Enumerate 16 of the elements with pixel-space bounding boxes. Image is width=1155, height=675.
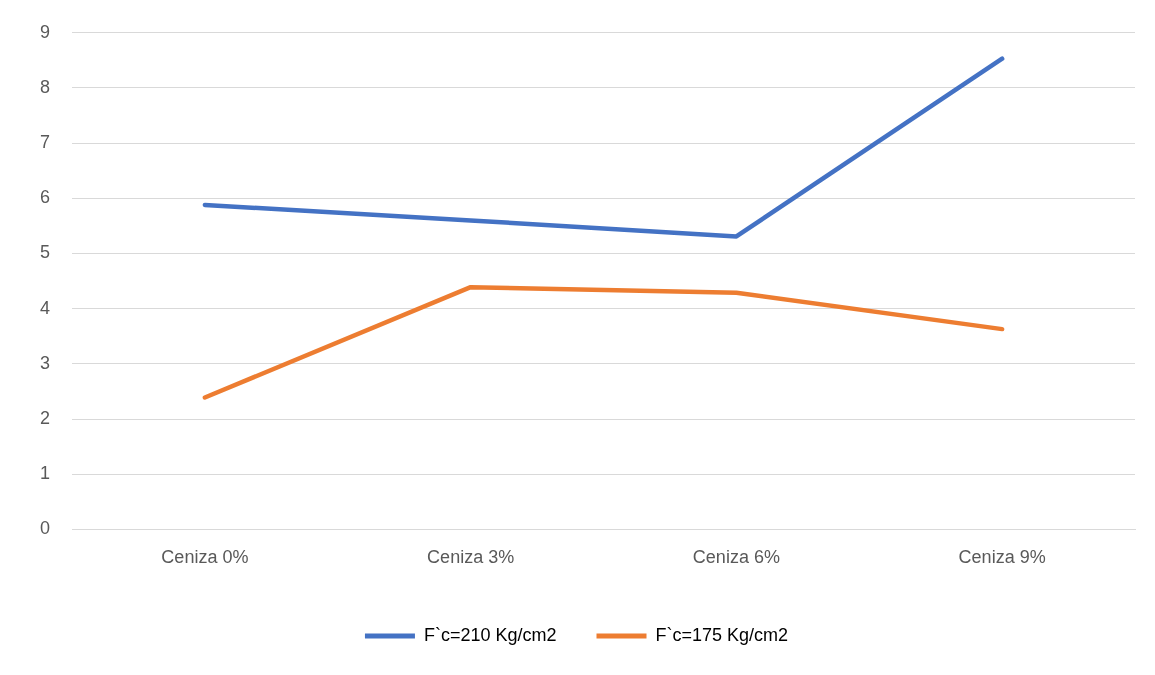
y-tick-label: 3 xyxy=(40,352,51,373)
legend-label: F`c=210 Kg/cm2 xyxy=(423,624,557,645)
x-tick-label: Ceniza 9% xyxy=(958,547,1046,568)
x-tick-label: Ceniza 3% xyxy=(427,547,515,568)
y-tick-label: 8 xyxy=(40,76,51,97)
y-tick-label: 5 xyxy=(40,242,51,263)
y-tick-label: 4 xyxy=(40,297,51,318)
x-tick-label: Ceniza 6% xyxy=(692,547,780,568)
y-tick-label: 1 xyxy=(40,463,51,484)
legend-label: F`c=175 Kg/cm2 xyxy=(655,624,789,645)
y-tick-label: 9 xyxy=(40,21,51,42)
y-tick-label: 2 xyxy=(40,408,51,429)
y-tick-label: 0 xyxy=(40,518,51,539)
y-tick-label: 6 xyxy=(40,187,51,208)
x-tick-label: Ceniza 0% xyxy=(161,547,249,568)
y-tick-label: 7 xyxy=(40,132,51,153)
